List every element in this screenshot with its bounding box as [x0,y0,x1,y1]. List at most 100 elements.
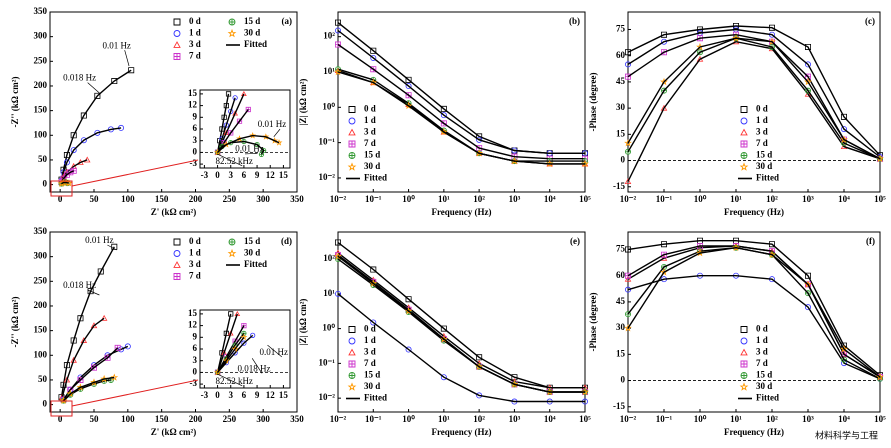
legend-marker [173,273,181,280]
y-tick-label: 0 [621,375,626,385]
x-axis-title: Frequency (Hz) [431,427,491,437]
panel-label: (f) [866,236,875,246]
x-tick-label: 10⁻² [620,194,637,204]
legend-marker [740,152,748,159]
x-tick-label: 10¹ [438,414,450,424]
data-point [63,159,70,166]
legend-label: Fitted [244,39,267,49]
legend-marker [348,372,356,379]
x-tick-label: 15 [279,390,289,400]
fit-line [63,376,115,402]
data-point [625,61,632,68]
legend-marker [348,117,356,125]
data-point [625,49,631,56]
y-tick-label: 250 [34,275,48,285]
y-tick-label: 10⁻¹ [319,137,336,147]
legend-marker [348,337,356,345]
annotation-arrow [267,344,283,358]
plot-frame [337,231,586,413]
y-tick-label: 10¹ [323,288,335,298]
x-tick-label: 6 [242,390,247,400]
data-point [624,139,632,147]
x-tick-label: 150 [155,194,169,204]
y-axis-title: -Z'' (kΩ cm²) [10,297,20,348]
plot-frame [627,231,881,413]
legend-label: 3 d [189,259,201,269]
data-point [232,95,238,101]
x-tick-label: 12 [266,170,276,180]
annotation: 82.52 kHz [215,376,253,386]
legend-label: 7 d [756,358,768,368]
legend-label: 0 d [189,16,201,26]
legend-marker [740,117,748,125]
legend-marker [348,106,356,113]
fit-line [337,252,585,389]
data-point [769,31,776,38]
y-tick-label: 0 [193,146,198,156]
y-tick-label: 75 [616,24,626,34]
data-point [545,159,554,168]
legend-label: 3 d [756,127,768,137]
data-point [581,388,589,396]
legend-label: 0 d [364,324,376,334]
legend-marker [227,248,237,258]
data-point [840,345,848,353]
legend-marker [740,372,748,379]
y-tick-label: 10⁻² [319,392,336,402]
fit-line [216,97,236,153]
legend-label: 3 d [364,347,376,357]
x-axis-title: Frequency (Hz) [431,207,491,217]
data-point [334,252,342,260]
x-tick-label: 10⁴ [838,194,850,204]
y-tick-label: 10⁰ [322,101,335,111]
data-point [624,178,632,184]
annotation: 0.01 Hz [85,235,114,245]
data-point [118,346,125,353]
legend-label: Fitted [364,173,387,183]
legend-marker [228,238,236,246]
fit-line [337,255,585,393]
legend-marker [740,128,748,136]
legend-label: 30 d [244,28,260,38]
x-tick-label: 10⁻¹ [365,414,382,424]
legend-marker [173,18,181,26]
legend-marker [173,261,181,268]
legend-label: 30 d [364,381,380,391]
fit-line [337,43,585,160]
y-tick-label: 10² [323,253,335,263]
x-axis-title: Z' (kΩ cm²) [151,207,196,217]
fit-line [337,29,585,154]
y-tick-label: -3 [190,378,198,388]
legend-label: 3 d [364,127,376,137]
y-tick-label: 6 [193,123,198,133]
data-point [625,148,632,155]
x-tick-label: 10² [473,194,485,204]
legend-label: 3 d [189,39,201,49]
legend-marker [740,106,748,113]
y-tick-label: 6 [193,343,198,353]
data-point [80,337,88,343]
x-tick-label: 10⁻² [330,414,347,424]
x-tick-label: 6 [242,170,247,180]
y-tick-label: 30 [616,322,626,332]
y-tick-label: 12 [188,320,198,330]
y-tick-label: 350 [34,226,48,236]
x-tick-label: 10¹ [438,194,450,204]
x-tick-label: 10⁵ [874,414,886,424]
y-tick-label: 12 [188,100,198,110]
data-point [223,129,230,136]
legend-label: 1 d [364,335,376,345]
x-tick-label: 10⁵ [579,194,591,204]
x-tick-label: 10⁻¹ [365,194,382,204]
y-tick-label: 15 [616,348,626,358]
legend-label: 15 d [756,370,772,380]
y-tick-label: 0 [193,366,198,376]
data-point [732,34,740,42]
x-tick-label: 10⁻¹ [656,414,673,424]
legend-label: Fitted [756,173,779,183]
legend-label: 7 d [364,138,376,148]
x-tick-label: 100 [121,194,135,204]
y-tick-label: 300 [34,251,48,261]
data-point [110,373,119,381]
zoom-arrow [71,159,199,187]
